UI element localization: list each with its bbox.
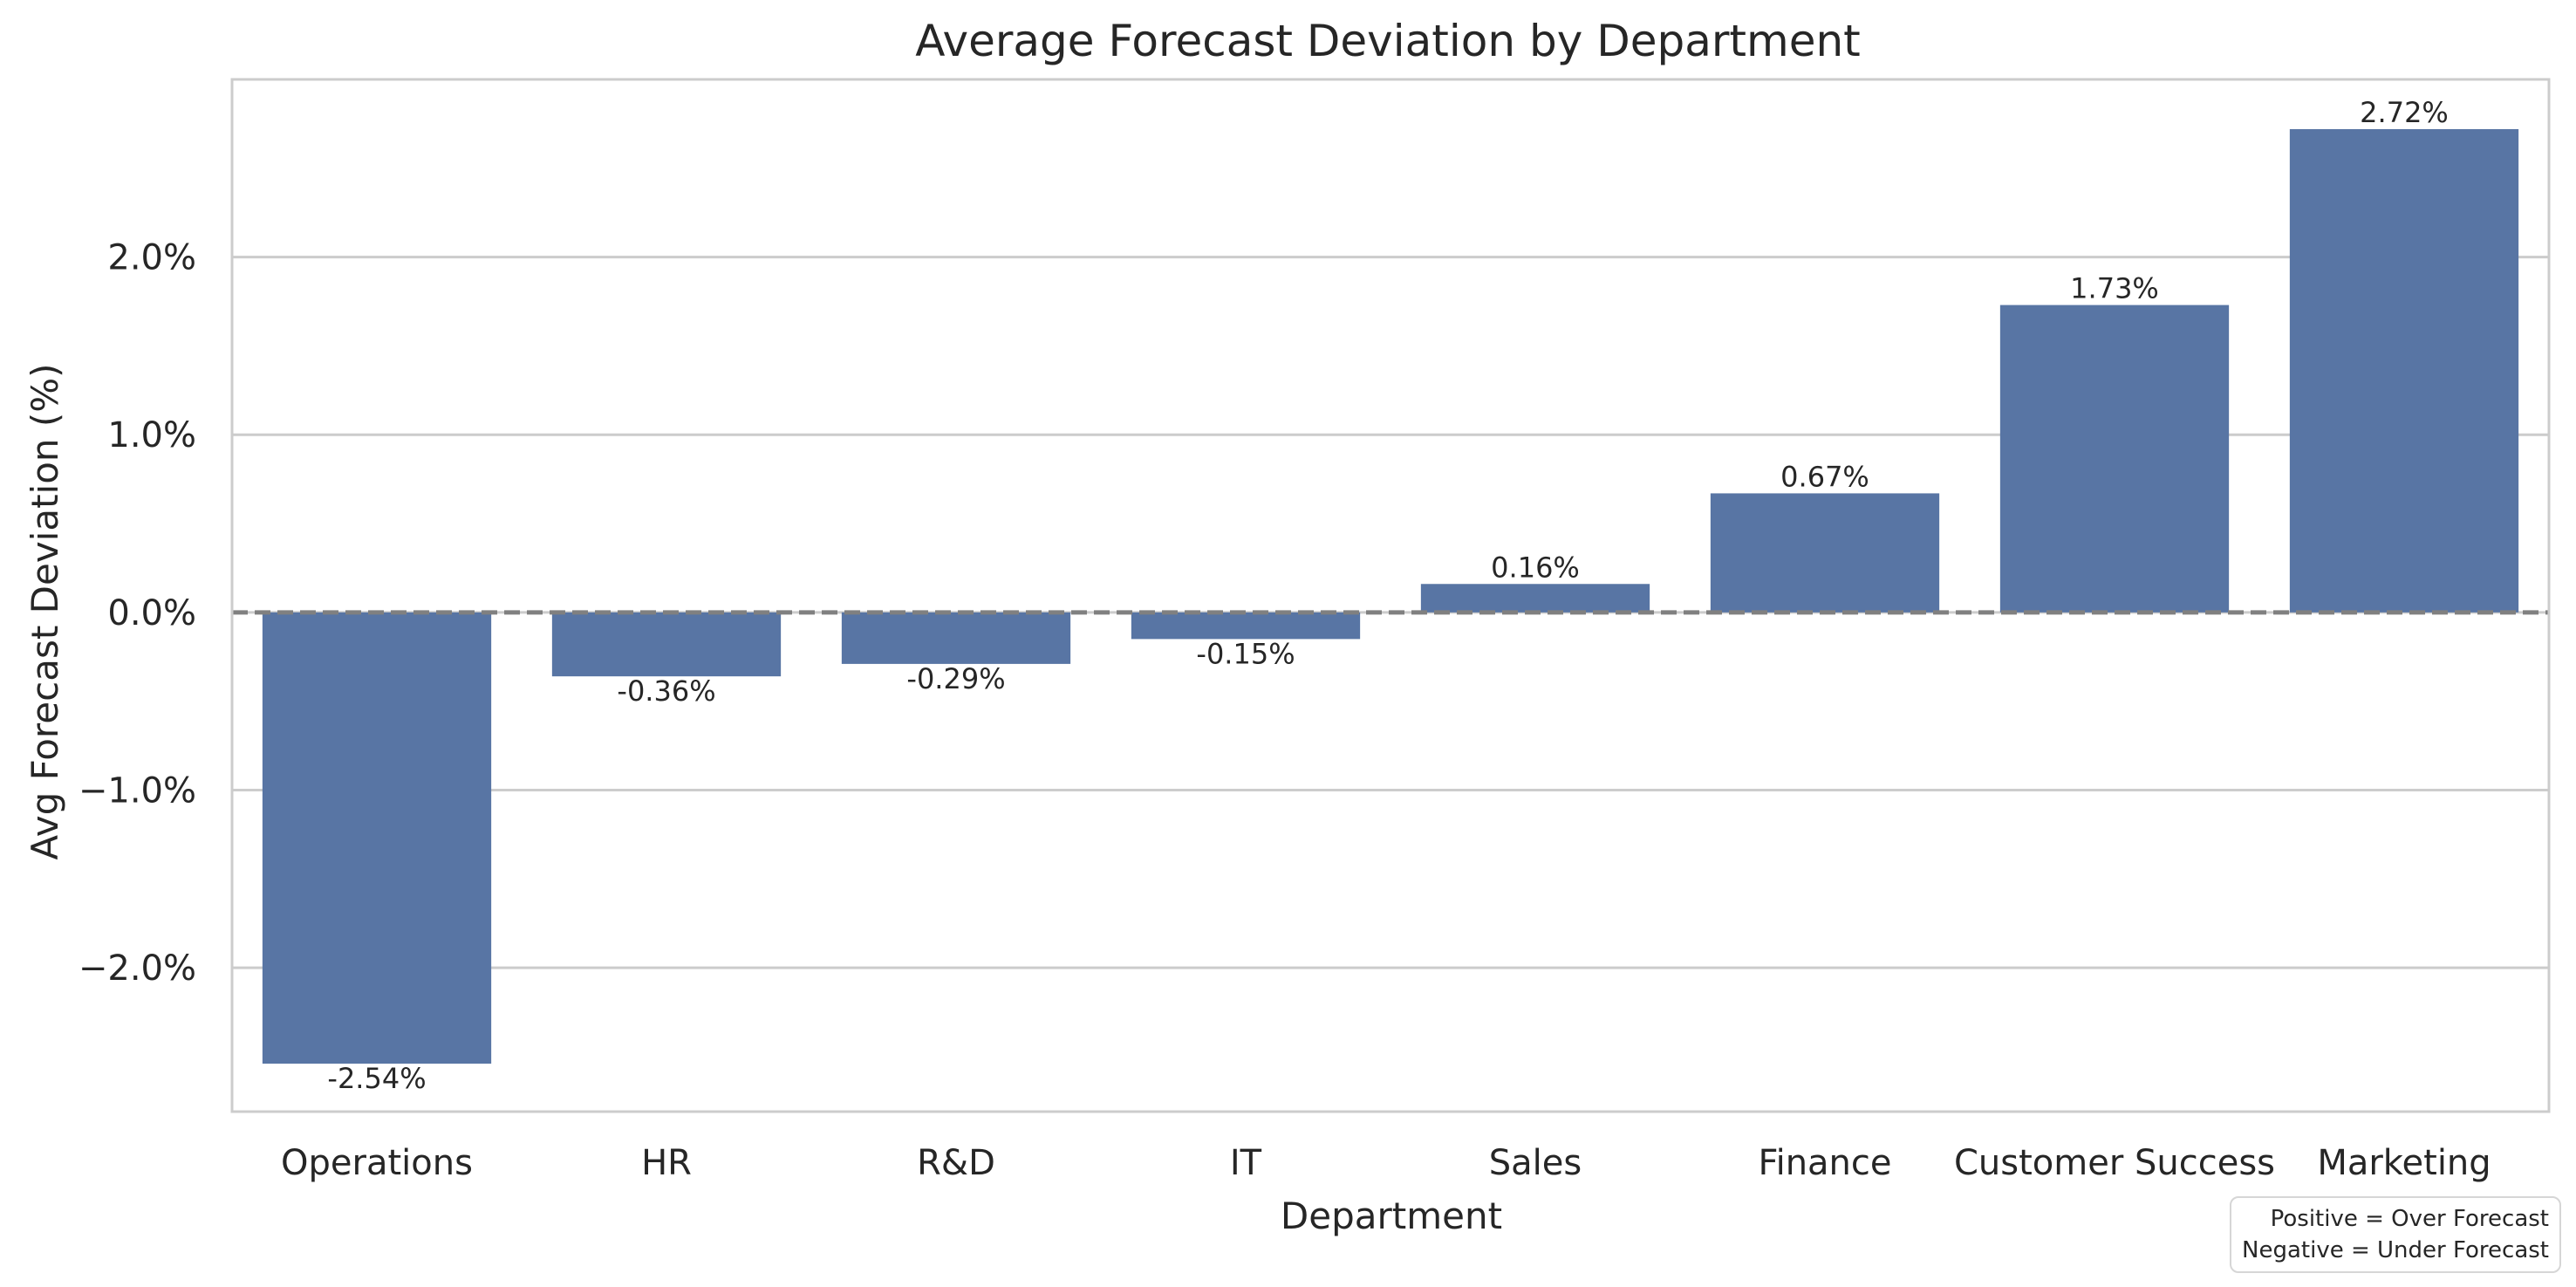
y-tick-label: 2.0% <box>107 238 196 278</box>
chart-title: Average Forecast Deviation by Department <box>915 16 1861 66</box>
y-axis-label: Avg Forecast Deviation (%) <box>24 363 66 859</box>
bar-value-label: -0.15% <box>1196 637 1295 670</box>
bar <box>1999 305 2230 613</box>
x-tick-label: R&D <box>917 1143 995 1183</box>
x-axis-ticks: Operations HR R&D IT Sales Finance Customer Su… <box>281 1143 2491 1183</box>
x-tick-label: Marketing <box>2317 1143 2491 1183</box>
y-tick-label: −2.0% <box>79 948 196 989</box>
bar-value-label: -2.54% <box>327 1062 426 1095</box>
bars <box>262 129 2519 1065</box>
bar-value-label: -0.36% <box>617 674 715 708</box>
x-tick-label: IT <box>1230 1143 1262 1183</box>
plot-frame <box>230 78 2551 1113</box>
y-axis-ticks: −2.0% −1.0% 0.0% 1.0% 2.0% <box>79 238 196 989</box>
x-tick-label: Operations <box>281 1143 473 1183</box>
bar-value-label: 1.73% <box>2070 272 2159 305</box>
bar <box>551 612 782 677</box>
note-positive: Positive = Over Forecast <box>2270 1206 2549 1232</box>
bar-value-labels: -2.54% -0.36% -0.29% -0.15% 0.16% 0.67% 1.73% 2… <box>327 96 2448 1095</box>
bar-value-label: -0.29% <box>906 662 1005 695</box>
bar <box>841 612 1071 664</box>
bar <box>1420 584 1650 613</box>
bar <box>2289 129 2519 613</box>
y-tick-label: −1.0% <box>79 770 196 811</box>
sign-legend-note: Positive = Over Forecast Negative = Unde… <box>2230 1196 2561 1273</box>
x-axis-label: Department <box>1281 1195 1502 1237</box>
bar-value-label: 0.67% <box>1780 460 1869 493</box>
bar <box>1131 612 1361 640</box>
bar <box>262 612 492 1065</box>
bar-value-label: 2.72% <box>2360 96 2449 129</box>
x-tick-label: HR <box>641 1143 692 1183</box>
bar <box>1710 493 1940 613</box>
y-tick-label: 0.0% <box>107 593 196 633</box>
x-tick-label: Customer Success <box>1954 1143 2275 1183</box>
bar-value-label: 0.16% <box>1491 551 1580 584</box>
x-tick-label: Finance <box>1758 1143 1891 1183</box>
x-tick-label: Sales <box>1489 1143 1582 1183</box>
note-negative: Negative = Under Forecast <box>2242 1237 2549 1263</box>
y-tick-label: 1.0% <box>107 415 196 455</box>
